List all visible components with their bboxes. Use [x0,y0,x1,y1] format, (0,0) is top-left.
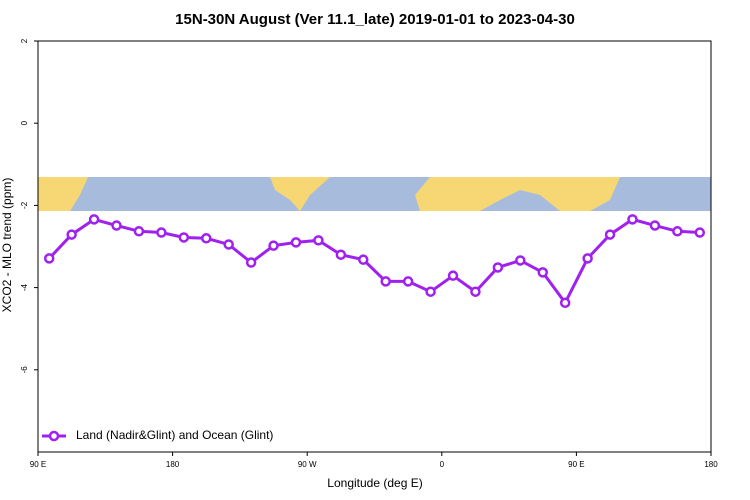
data-point [672,226,683,237]
legend-label: Land (Nadir&Glint) and Ocean (Glint) [76,428,273,442]
data-point [133,226,145,237]
data-point [223,239,234,250]
legend-marker [48,430,60,442]
x-axis-label: Longitude (deg E) [327,476,422,490]
data-line [48,217,700,306]
data-point [425,286,436,297]
y-tick-label: 0 [20,120,29,125]
y-axis-label: XCO2 - MLO trend (ppm) [0,178,14,313]
data-point [156,227,167,238]
x-tick-label: 180 [704,460,718,469]
x-tick-label: 90 W [298,460,317,469]
data-point [313,235,324,246]
data-point [604,229,616,240]
data-point [582,253,593,264]
data-point [537,267,548,278]
data-point [627,214,638,225]
chart-title: 15N-30N August (Ver 11.1_late) 2019-01-0… [175,11,575,28]
plot-frame [37,40,712,453]
data-point [335,249,347,260]
data-point [380,276,391,287]
data-point [649,220,661,231]
data-point [402,276,414,287]
x-tick-label: 180 [166,460,180,469]
data-point [88,214,100,225]
y-tick-label: -2 [20,201,29,209]
data-point [66,229,77,240]
x-tick-label: 90 E [30,460,46,469]
x-tick-label: 90 E [568,460,584,469]
data-point [111,220,122,231]
data-point [178,232,190,243]
y-tick-label: 2 [20,38,29,43]
data-point [492,262,504,273]
data-point [694,227,706,238]
data-point [515,255,526,266]
y-tick-label: -6 [20,366,29,374]
x-tick-label: 0 [440,460,445,469]
data-point [268,240,279,251]
data-point [447,270,459,281]
data-point [559,297,571,309]
data-point [245,257,257,268]
y-tick-label: -4 [20,283,29,291]
data-point [290,237,302,248]
data-point [43,253,55,264]
data-point [470,286,481,297]
data-point [201,233,212,244]
map-strip [38,177,711,211]
data-point [358,254,369,265]
